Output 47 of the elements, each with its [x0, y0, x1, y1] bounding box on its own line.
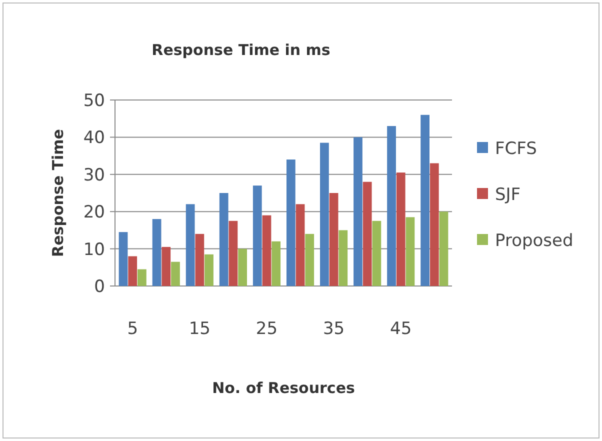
- bar: [320, 142, 329, 286]
- y-tick-label: 30: [83, 165, 105, 186]
- chart-title: Response Time in ms: [152, 41, 330, 59]
- bar: [219, 193, 228, 286]
- legend-label: FCFS: [495, 138, 537, 159]
- bar: [296, 204, 305, 286]
- x-tick-label: 35: [322, 319, 345, 339]
- legend-label: SJF: [495, 184, 521, 205]
- bar: [152, 219, 162, 286]
- y-tick-label: 40: [83, 128, 105, 148]
- x-tick-label: 5: [127, 319, 138, 339]
- bar: [396, 172, 406, 286]
- bar: [430, 163, 439, 286]
- bar: [162, 246, 171, 286]
- bar: [354, 137, 362, 286]
- x-tick-label: 25: [256, 319, 278, 339]
- y-axis-title: Response Time: [49, 129, 67, 257]
- bar: [128, 256, 138, 286]
- bar: [204, 254, 214, 286]
- bar: [138, 269, 146, 286]
- bar: [262, 215, 272, 286]
- bar: [286, 160, 296, 286]
- bar: [195, 234, 204, 286]
- bar: [387, 126, 396, 286]
- bar: [406, 217, 415, 286]
- bar: [171, 262, 180, 286]
- bar: [439, 212, 448, 286]
- bar: [252, 186, 262, 286]
- bar: [118, 232, 128, 286]
- y-tick-label: 0: [94, 276, 105, 297]
- bar: [372, 220, 382, 286]
- y-tick-label: 20: [83, 202, 105, 223]
- bar: [305, 234, 314, 286]
- x-axis-title: No. of Resources: [212, 379, 355, 397]
- x-tick-label: 15: [188, 319, 210, 339]
- bar: [362, 182, 372, 286]
- bar: [186, 204, 195, 286]
- bar: [272, 241, 281, 286]
- bar: [338, 230, 348, 286]
- bar: [238, 248, 247, 286]
- bar: [228, 220, 238, 286]
- legend-label: Proposed: [495, 230, 574, 251]
- bar: [420, 114, 430, 286]
- y-tick-label: 10: [83, 240, 105, 260]
- y-tick-label: 50: [83, 90, 105, 111]
- bar: [329, 193, 338, 286]
- x-tick-label: 45: [390, 319, 412, 339]
